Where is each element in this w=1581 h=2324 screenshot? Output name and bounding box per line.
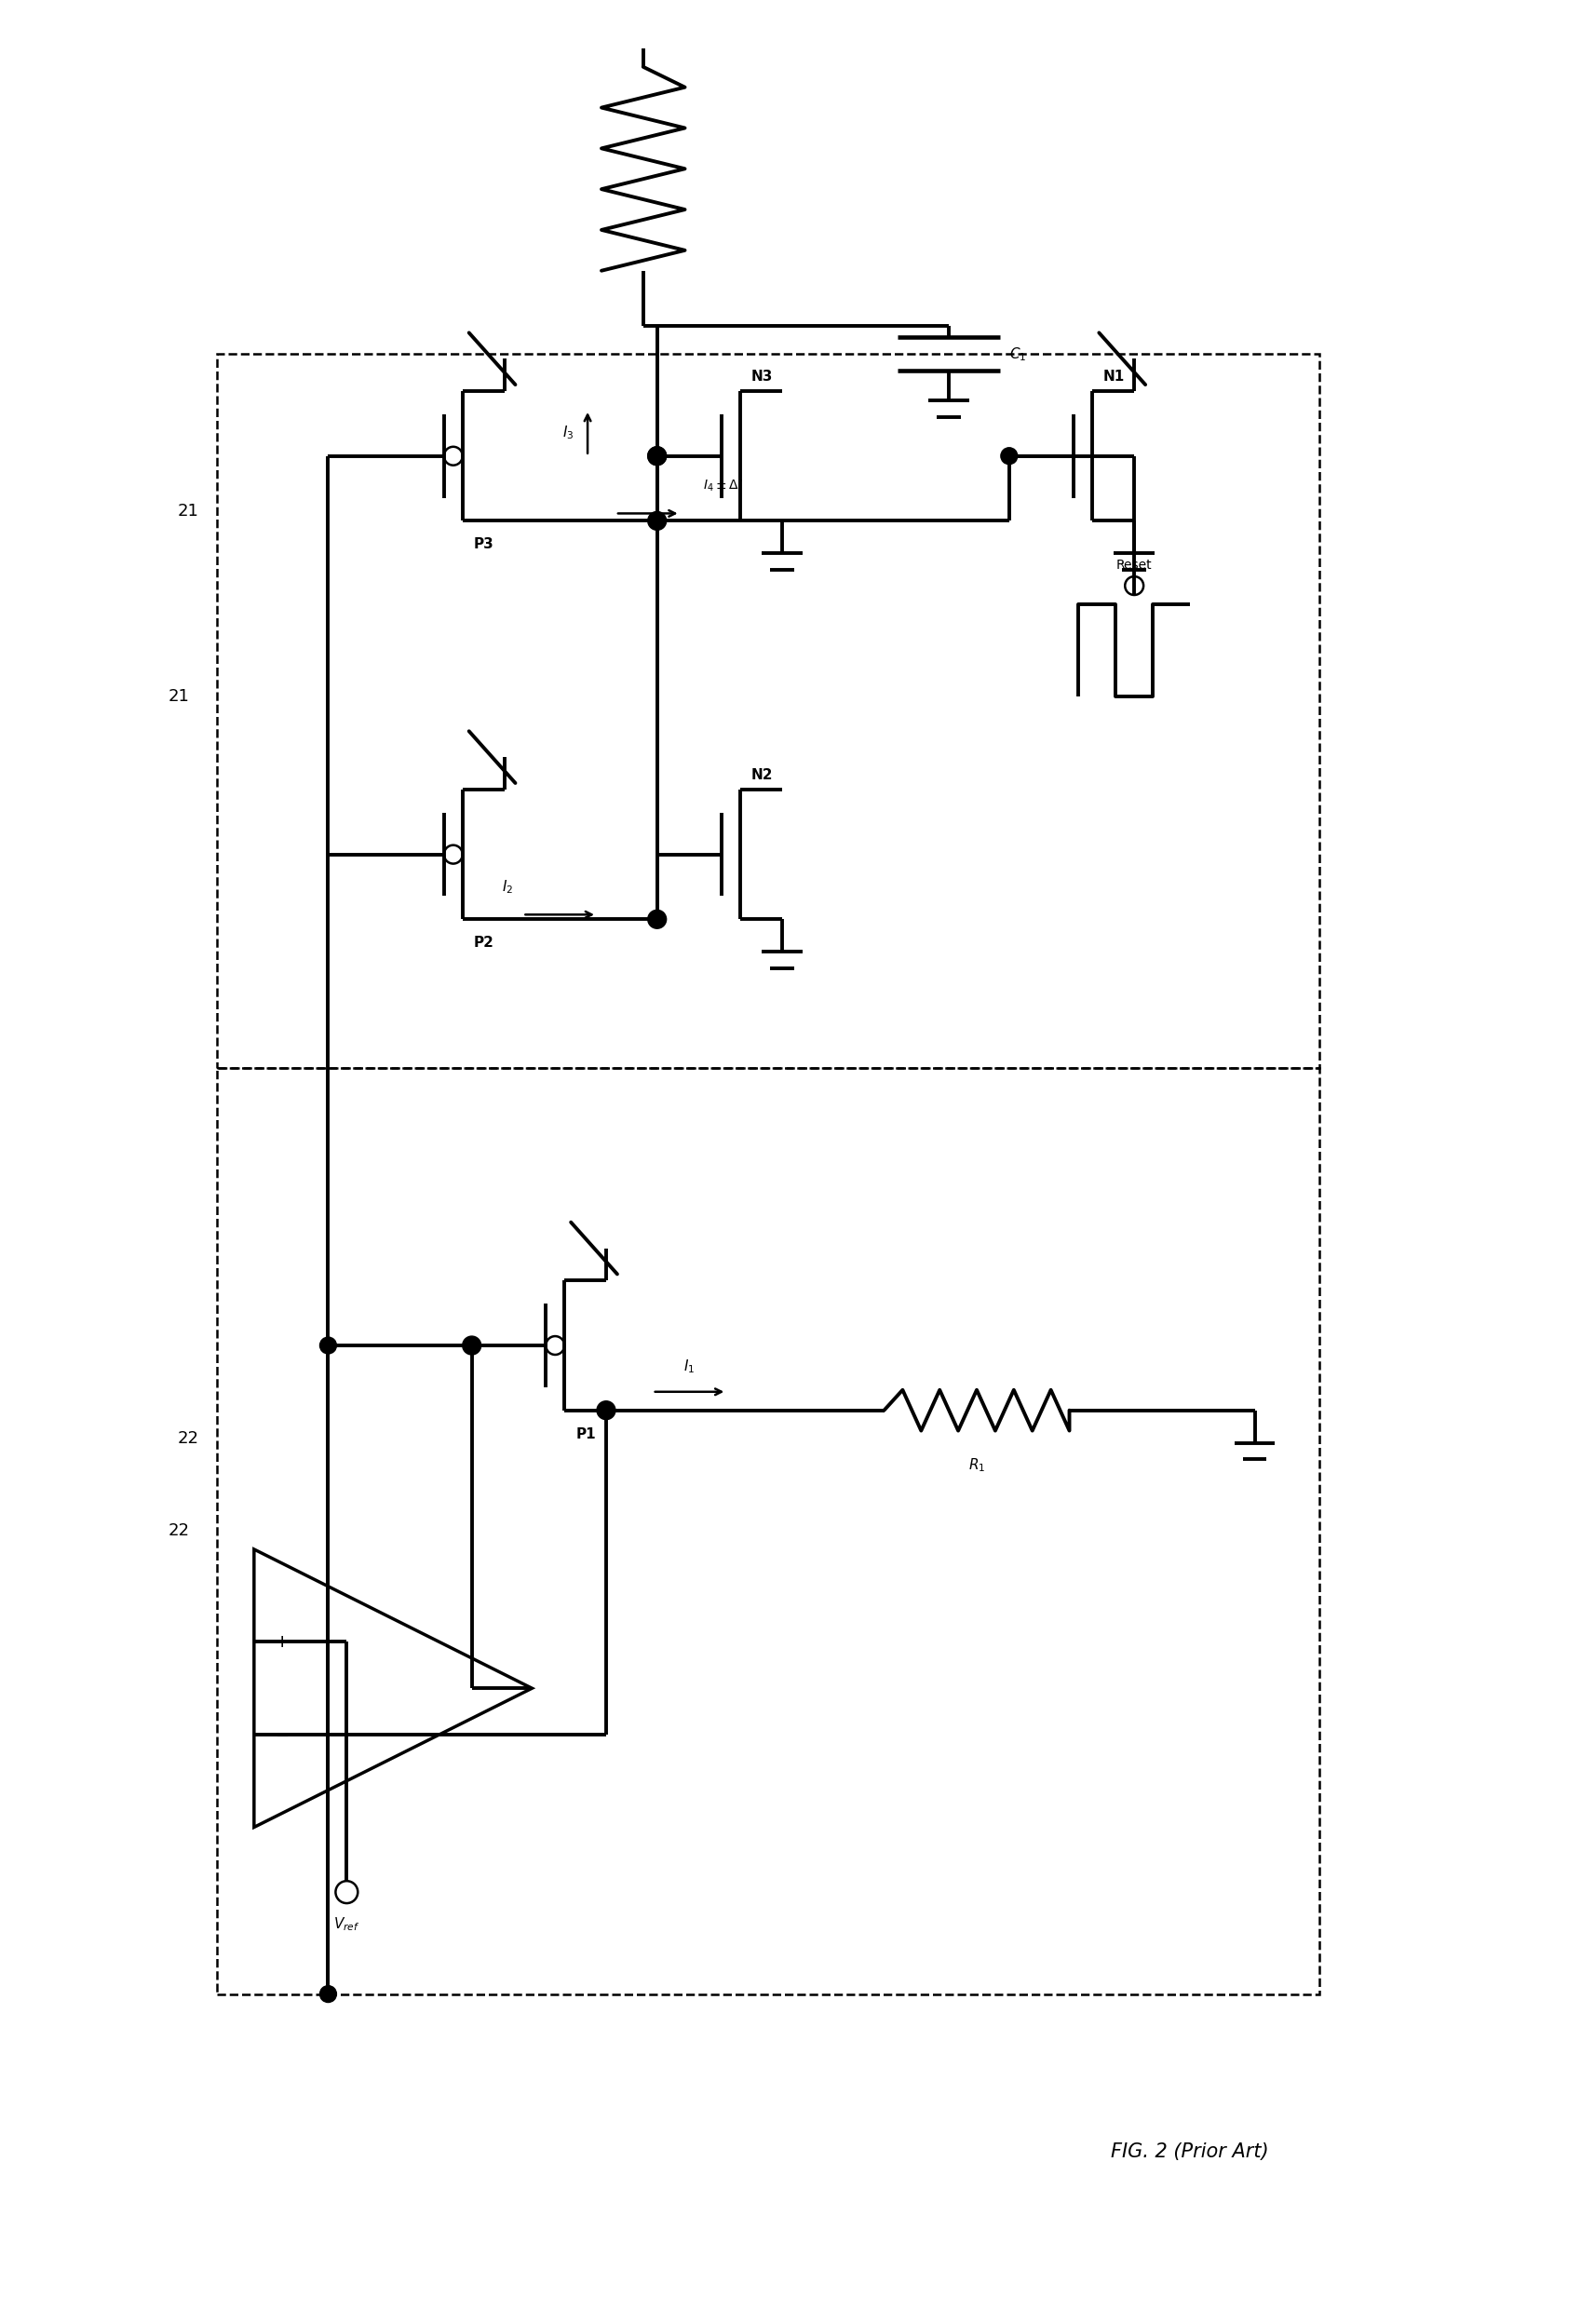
Text: P3: P3 bbox=[474, 537, 493, 551]
Text: Reset: Reset bbox=[1116, 558, 1153, 572]
Text: $V_{ref}$: $V_{ref}$ bbox=[334, 1915, 360, 1934]
Circle shape bbox=[463, 1336, 481, 1355]
Circle shape bbox=[648, 911, 666, 930]
Text: P2: P2 bbox=[474, 937, 493, 951]
Text: $R_1$: $R_1$ bbox=[968, 1457, 985, 1473]
Text: N1: N1 bbox=[1104, 370, 1124, 383]
Text: $I_3$: $I_3$ bbox=[563, 423, 574, 442]
Text: $C_1$: $C_1$ bbox=[1009, 346, 1026, 363]
Text: N2: N2 bbox=[751, 769, 773, 783]
Text: $I_1$: $I_1$ bbox=[685, 1357, 696, 1376]
Text: +: + bbox=[274, 1634, 289, 1650]
Bar bbox=[217, 353, 1320, 1067]
Text: 21: 21 bbox=[177, 504, 199, 521]
Circle shape bbox=[598, 1401, 615, 1420]
Circle shape bbox=[648, 446, 666, 465]
Circle shape bbox=[319, 1985, 337, 2003]
Text: FIG. 2 (Prior Art): FIG. 2 (Prior Art) bbox=[1111, 2143, 1270, 2161]
Text: 22: 22 bbox=[168, 1522, 190, 1538]
Text: 21: 21 bbox=[168, 688, 190, 704]
Circle shape bbox=[648, 446, 666, 465]
Bar bbox=[217, 1067, 1320, 1994]
Text: P1: P1 bbox=[575, 1427, 596, 1441]
Circle shape bbox=[1001, 449, 1018, 465]
Text: N3: N3 bbox=[751, 370, 773, 383]
Text: $I_2$: $I_2$ bbox=[503, 878, 514, 897]
Circle shape bbox=[319, 1336, 337, 1355]
Circle shape bbox=[648, 511, 666, 530]
Text: 22: 22 bbox=[177, 1429, 199, 1446]
Text: $I_4\pm\Delta I$: $I_4\pm\Delta I$ bbox=[704, 479, 743, 493]
Text: $-$: $-$ bbox=[275, 1727, 289, 1743]
